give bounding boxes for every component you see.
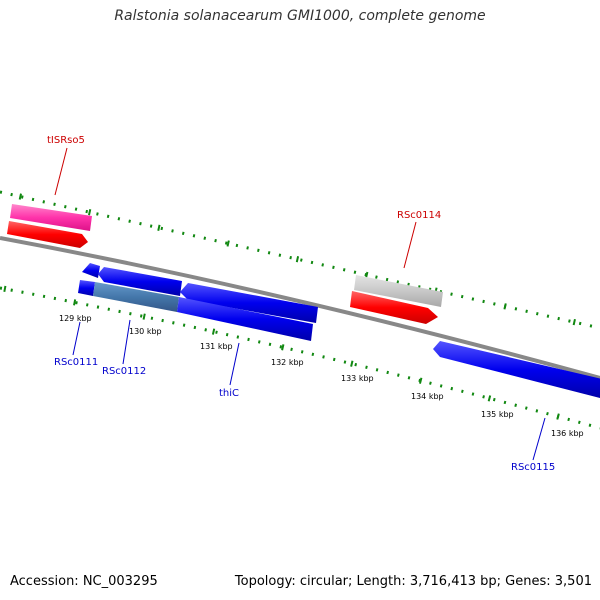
tick-label: 133 kbp xyxy=(341,374,374,383)
genome-backbone xyxy=(0,236,600,380)
accession-text: Accession: NC_003295 xyxy=(10,574,158,589)
leader-rsc0114 xyxy=(403,221,417,269)
tick-label: 132 kbp xyxy=(271,358,304,367)
leader-rsc0112 xyxy=(122,319,131,365)
feature-grey-rsc0114[interactable] xyxy=(354,275,443,307)
feature-rsc0112[interactable] xyxy=(93,282,179,312)
leader-tisrso5 xyxy=(54,147,68,196)
feature-small-blue[interactable] xyxy=(82,263,100,278)
leader-rsc0111 xyxy=(72,321,81,356)
label-rsc0115: RSc0115 xyxy=(511,462,555,473)
leader-rsc0115 xyxy=(532,417,546,461)
tick-label: 135 kbp xyxy=(481,410,514,419)
label-rsc0112: RSc0112 xyxy=(102,366,146,377)
topology-text: Topology: circular; Length: 3,716,413 bp… xyxy=(234,574,592,589)
tick-label: 136 kbp xyxy=(551,429,584,438)
leader-thic xyxy=(229,342,240,386)
label-tisrso5: tISRso5 xyxy=(47,135,85,146)
label-rsc0111: RSc0111 xyxy=(54,357,98,368)
feature-red-left[interactable] xyxy=(7,221,88,248)
feature-rsc0115[interactable] xyxy=(433,341,600,398)
tick-label: 130 kbp xyxy=(129,327,162,336)
outer-tick-ring xyxy=(0,189,600,331)
feature-thic-upper[interactable] xyxy=(180,283,318,323)
label-thic: thiC xyxy=(219,388,239,399)
tick-label: 129 kbp xyxy=(59,314,92,323)
feature-tisrso5[interactable] xyxy=(10,204,92,231)
feature-thic[interactable] xyxy=(177,297,313,341)
map-title: Ralstonia solanacearum GMI1000, complete… xyxy=(114,8,486,24)
feature-rsc0111[interactable] xyxy=(78,280,95,296)
tick-label: 134 kbp xyxy=(411,392,444,401)
feature-rsc0114[interactable] xyxy=(350,291,438,324)
label-rsc0114: RSc0114 xyxy=(397,210,441,221)
tick-label: 131 kbp xyxy=(200,342,233,351)
feature-blue-upper[interactable] xyxy=(98,267,182,296)
